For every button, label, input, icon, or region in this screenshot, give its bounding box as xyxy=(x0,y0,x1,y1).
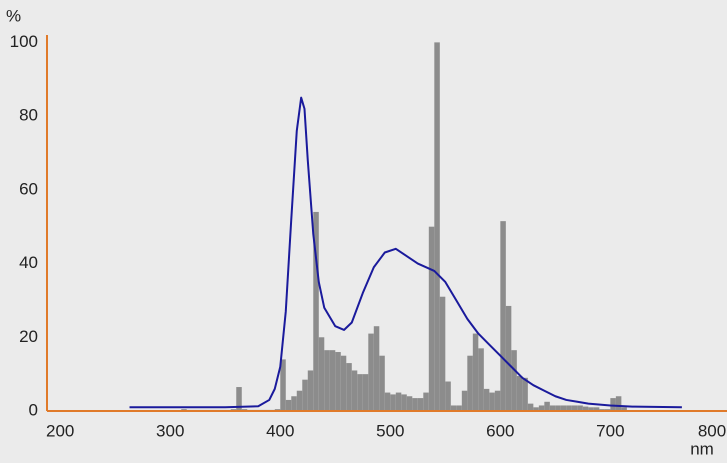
histogram-bar xyxy=(307,370,314,411)
histogram-bar xyxy=(373,326,380,411)
histogram-bar xyxy=(357,374,363,411)
histogram-bar xyxy=(610,398,616,411)
x-tick-label: 500 xyxy=(376,421,404,440)
histogram-bar xyxy=(236,387,242,411)
x-tick-label: 600 xyxy=(486,421,514,440)
histogram-bar xyxy=(346,363,352,411)
histogram-bar xyxy=(560,405,567,411)
histogram-bar xyxy=(428,226,435,411)
histogram-bar xyxy=(335,352,341,411)
histogram-bar xyxy=(511,350,517,411)
histogram-bar xyxy=(296,390,303,411)
histogram-bar xyxy=(467,355,473,411)
histogram-bar xyxy=(582,406,589,411)
histogram-bar xyxy=(489,392,495,411)
x-axis-label: nm xyxy=(690,439,714,458)
histogram-bar xyxy=(450,405,457,411)
y-tick-label: 80 xyxy=(19,106,38,125)
histogram-bar xyxy=(577,405,583,411)
histogram-bar xyxy=(472,333,479,411)
histogram-bar xyxy=(538,405,545,411)
histogram-bar xyxy=(340,355,347,411)
histogram-bar xyxy=(324,350,330,411)
histogram-bar xyxy=(615,396,622,411)
x-tick-label: 300 xyxy=(156,421,184,440)
histogram-bar xyxy=(549,405,556,411)
histogram-bar xyxy=(500,221,506,411)
histogram-bar xyxy=(445,381,451,411)
histogram-bar xyxy=(505,305,512,411)
histogram-bar xyxy=(593,407,600,411)
histogram-bar xyxy=(423,392,429,411)
histogram-bar xyxy=(351,370,358,411)
histogram-bar xyxy=(439,296,446,411)
histogram-bar xyxy=(395,392,402,411)
spectrum-line xyxy=(129,96,682,409)
y-axis-label: % xyxy=(6,6,21,25)
x-tick-label: 200 xyxy=(46,421,74,440)
histogram-bar xyxy=(434,42,440,411)
histogram-bar xyxy=(313,211,319,411)
histogram-bar xyxy=(571,405,578,411)
histogram-bar xyxy=(384,392,391,411)
histogram-bar xyxy=(318,337,325,411)
x-tick-label: 400 xyxy=(266,421,294,440)
y-tick-label: 60 xyxy=(19,179,38,198)
histogram-bar xyxy=(522,377,528,411)
histogram-bar xyxy=(588,407,594,411)
histogram-bar xyxy=(362,374,369,411)
y-tick-label: 100 xyxy=(10,32,38,51)
histogram-bar xyxy=(329,350,336,411)
x-tick-label: 800 xyxy=(698,421,726,440)
histogram-bar xyxy=(406,396,413,411)
histogram-bar xyxy=(412,398,418,411)
histogram-bar xyxy=(533,407,539,411)
histogram-bar xyxy=(478,348,484,411)
y-tick-label: 0 xyxy=(29,400,38,419)
y-tick-label: 40 xyxy=(19,253,38,272)
histogram-bar xyxy=(417,398,424,411)
histogram-bar xyxy=(555,405,561,411)
histogram-bar xyxy=(483,388,490,411)
histogram-bar xyxy=(516,375,523,411)
histogram-bar xyxy=(285,399,292,411)
histogram-bar xyxy=(302,379,308,411)
histogram-bar xyxy=(291,396,297,411)
x-tick-label: 700 xyxy=(596,421,624,440)
histogram-bar xyxy=(544,401,550,411)
histogram-bar xyxy=(621,407,627,411)
histogram-bar xyxy=(379,355,385,411)
histogram-bar xyxy=(566,405,572,411)
histogram-bar xyxy=(461,390,468,411)
histogram-bar xyxy=(494,390,501,411)
histogram-bar xyxy=(390,394,396,411)
histogram-bar xyxy=(527,403,534,411)
histogram-bar xyxy=(456,405,462,411)
histogram-bar xyxy=(280,359,286,411)
y-tick-label: 20 xyxy=(19,327,38,346)
histogram-bar xyxy=(368,333,374,411)
histogram-bar xyxy=(401,394,407,411)
